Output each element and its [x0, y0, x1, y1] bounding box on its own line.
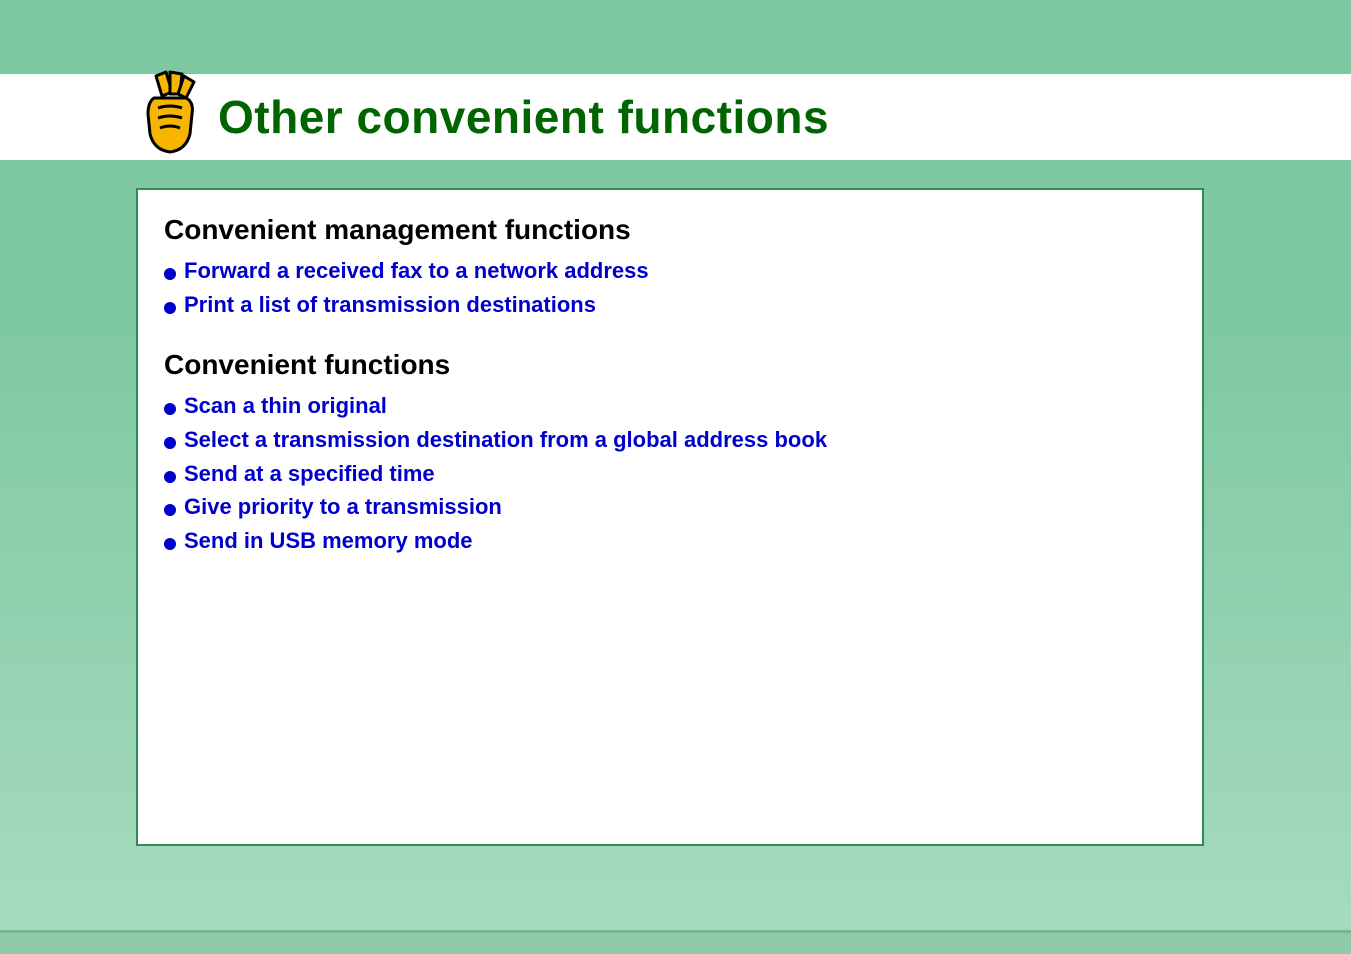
top-band [0, 0, 1351, 74]
link-global-address-book[interactable]: Select a transmission destination from a… [164, 425, 1176, 455]
section-heading-functions: Convenient functions [164, 349, 1176, 381]
bullet-icon [164, 403, 176, 415]
content-area: Convenient management functions Forward … [0, 160, 1351, 846]
bullet-icon [164, 302, 176, 314]
link-text: Send in USB memory mode [184, 526, 473, 556]
bullet-icon [164, 268, 176, 280]
link-text: Print a list of transmission destination… [184, 290, 596, 320]
link-usb-memory-mode[interactable]: Send in USB memory mode [164, 526, 1176, 556]
page-title: Other convenient functions [218, 90, 829, 144]
link-print-list[interactable]: Print a list of transmission destination… [164, 290, 1176, 320]
link-text: Scan a thin original [184, 391, 387, 421]
bullet-icon [164, 504, 176, 516]
link-forward-fax[interactable]: Forward a received fax to a network addr… [164, 256, 1176, 286]
link-text: Forward a received fax to a network addr… [184, 256, 649, 286]
bullet-icon [164, 471, 176, 483]
link-send-specified-time[interactable]: Send at a specified time [164, 459, 1176, 489]
peace-hand-icon [136, 68, 204, 158]
link-text: Send at a specified time [184, 459, 435, 489]
footer-band [0, 930, 1351, 954]
link-give-priority[interactable]: Give priority to a transmission [164, 492, 1176, 522]
bullet-icon [164, 538, 176, 550]
content-panel: Convenient management functions Forward … [136, 188, 1204, 846]
bullet-icon [164, 437, 176, 449]
title-band: Other convenient functions [0, 74, 1351, 160]
link-scan-thin-original[interactable]: Scan a thin original [164, 391, 1176, 421]
link-text: Select a transmission destination from a… [184, 425, 827, 455]
section-heading-management: Convenient management functions [164, 214, 1176, 246]
link-text: Give priority to a transmission [184, 492, 502, 522]
